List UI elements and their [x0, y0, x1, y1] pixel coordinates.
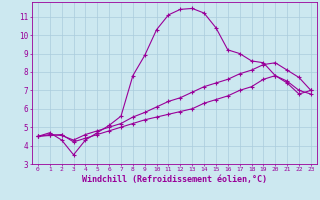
X-axis label: Windchill (Refroidissement éolien,°C): Windchill (Refroidissement éolien,°C) [82, 175, 267, 184]
